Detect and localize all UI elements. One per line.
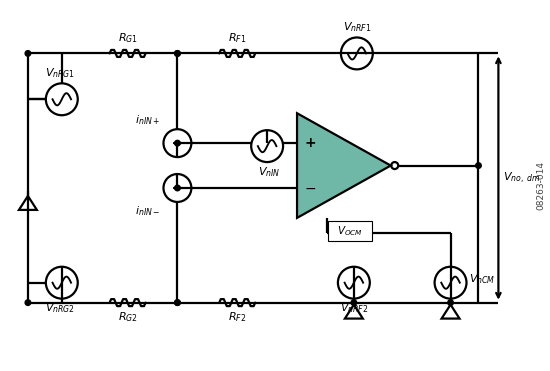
Circle shape <box>25 50 31 56</box>
Text: $-$: $-$ <box>304 181 316 195</box>
FancyBboxPatch shape <box>328 221 372 241</box>
Text: $V_{no,\ dm}$: $V_{no,\ dm}$ <box>503 170 541 186</box>
Circle shape <box>175 50 180 56</box>
Circle shape <box>351 300 356 305</box>
Circle shape <box>175 185 180 191</box>
Text: $V_{nRF2}$: $V_{nRF2}$ <box>339 302 368 315</box>
Circle shape <box>25 300 31 305</box>
Text: $V_{nIN}$: $V_{nIN}$ <box>258 165 280 179</box>
Text: $V_{nCM}$: $V_{nCM}$ <box>470 272 496 286</box>
Circle shape <box>175 140 180 146</box>
Circle shape <box>448 300 453 305</box>
Circle shape <box>175 300 180 305</box>
Text: $i_{nIN+}$: $i_{nIN+}$ <box>135 114 161 127</box>
Text: 08263-014: 08263-014 <box>537 161 546 210</box>
Text: $R_{F1}$: $R_{F1}$ <box>228 32 246 46</box>
Circle shape <box>175 300 180 305</box>
Text: $R_{G1}$: $R_{G1}$ <box>118 32 138 46</box>
Text: +: + <box>304 136 316 150</box>
Polygon shape <box>297 113 390 218</box>
Text: $R_{G2}$: $R_{G2}$ <box>118 311 138 324</box>
Text: $V_{nRG2}$: $V_{nRG2}$ <box>45 302 75 315</box>
Text: $V_{nRG1}$: $V_{nRG1}$ <box>45 66 75 81</box>
Text: $V_{OCM}$: $V_{OCM}$ <box>337 224 363 238</box>
Text: $V_{nRF1}$: $V_{nRF1}$ <box>343 21 371 35</box>
Circle shape <box>175 50 180 56</box>
Text: $R_{F2}$: $R_{F2}$ <box>228 311 246 324</box>
Circle shape <box>476 163 481 168</box>
Text: $i_{nIN-}$: $i_{nIN-}$ <box>135 204 161 218</box>
